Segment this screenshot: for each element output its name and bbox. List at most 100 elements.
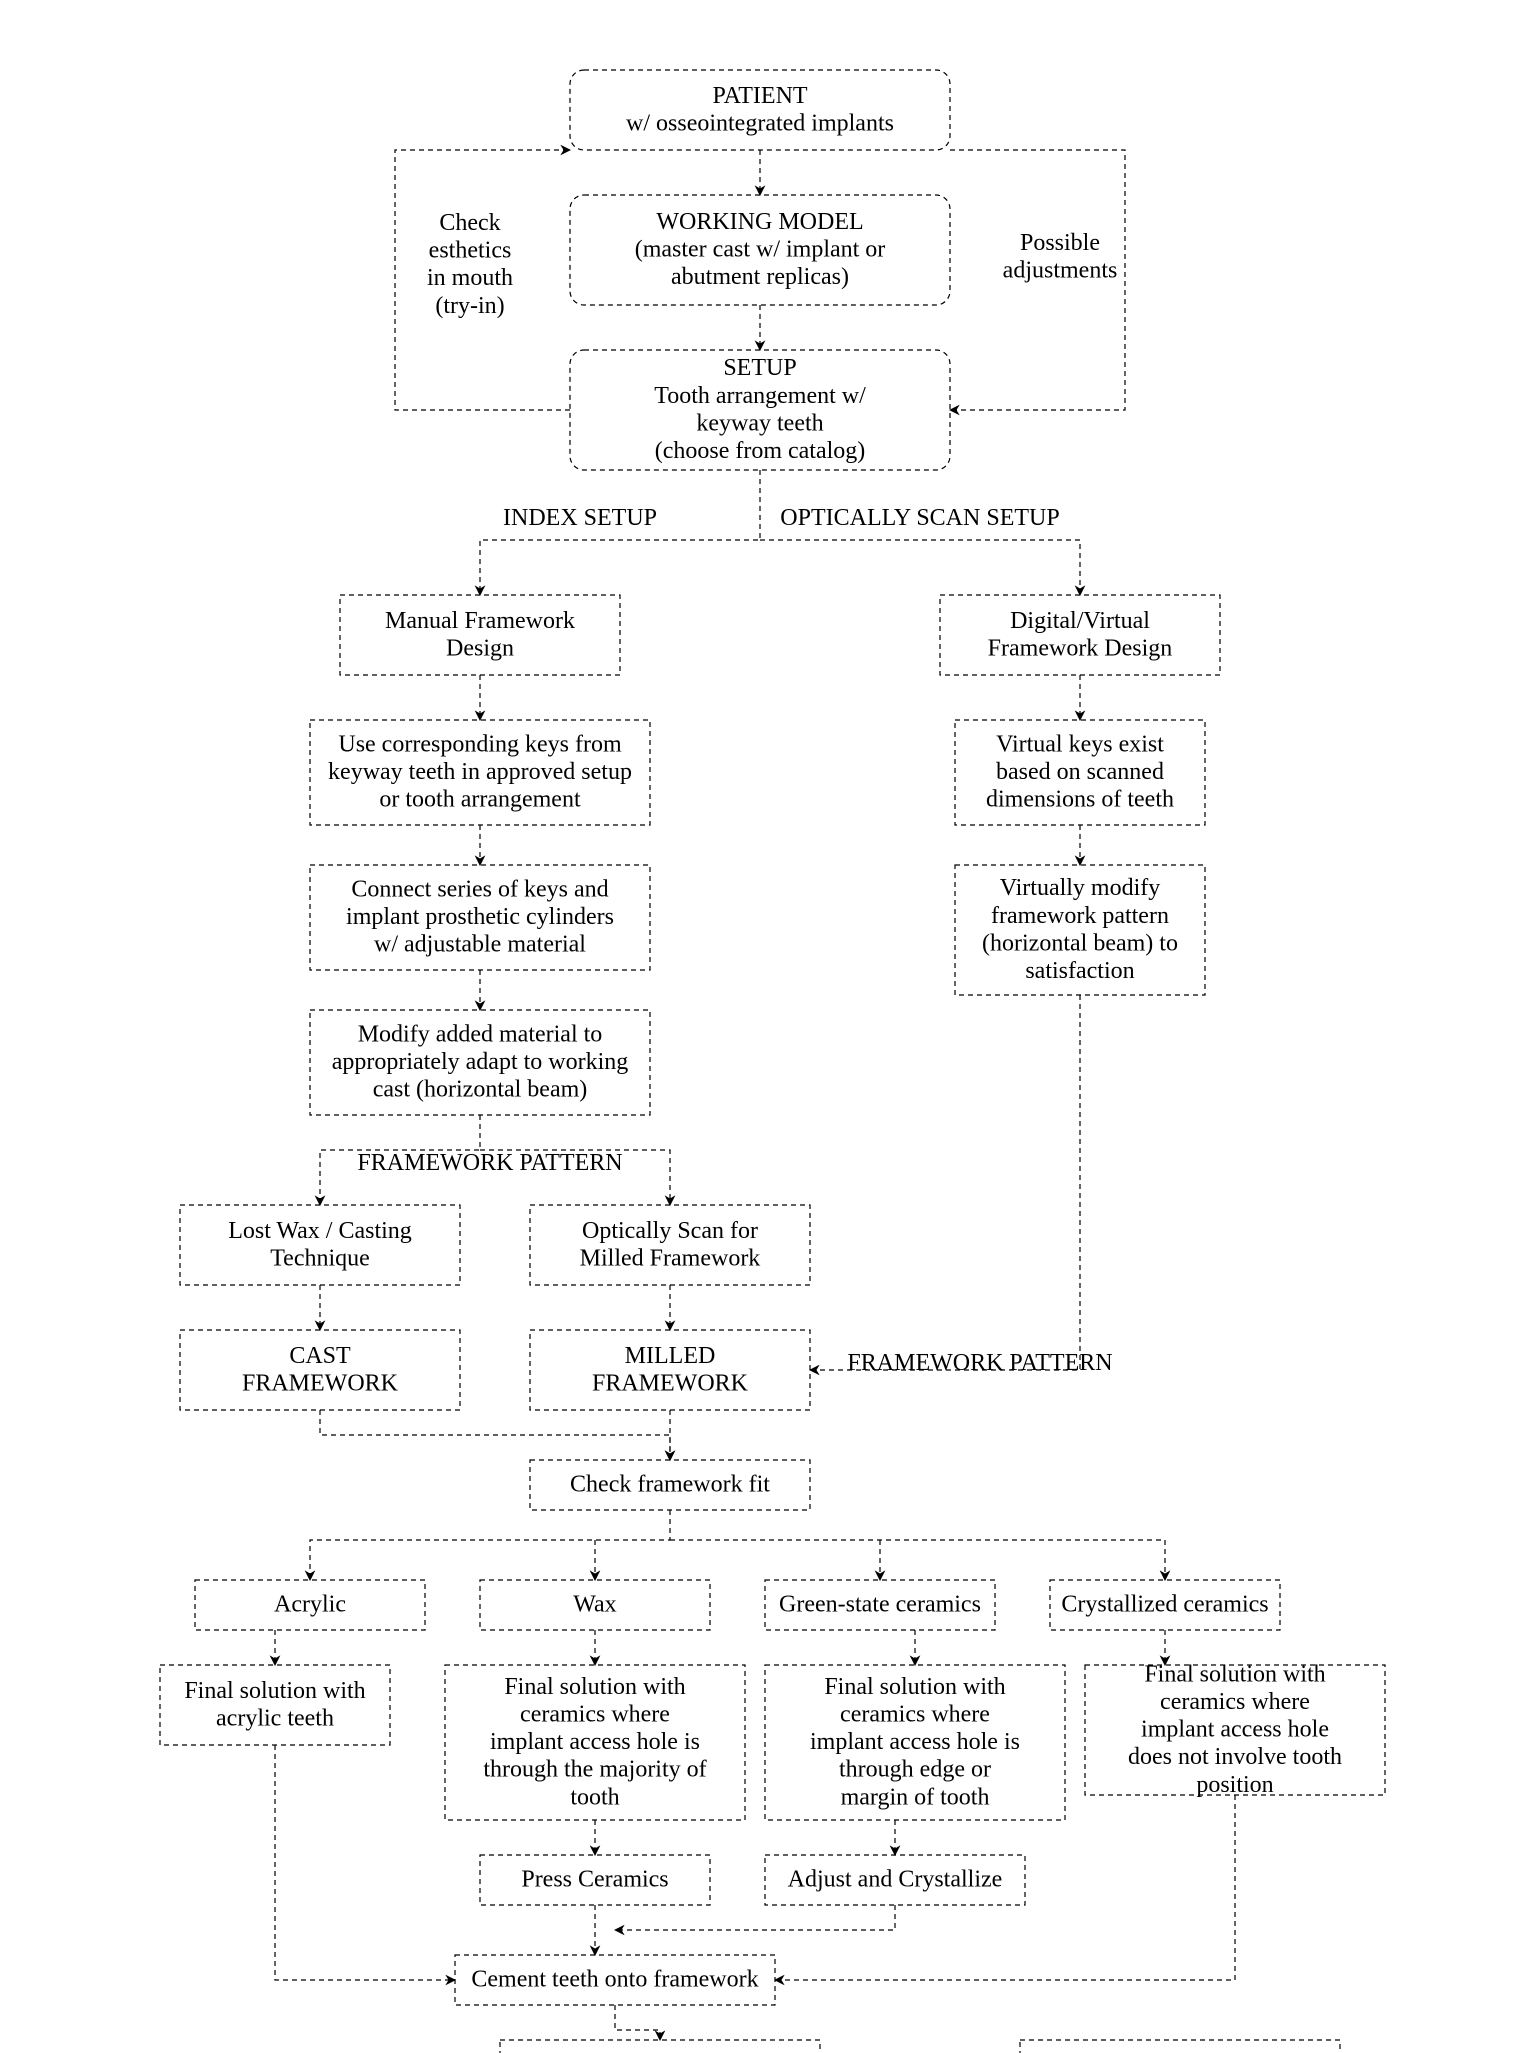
node-d2-line0: Virtually modify — [1000, 875, 1161, 901]
flow-edge — [760, 540, 1080, 595]
node-patient-line0: PATIENT — [712, 83, 807, 109]
node-sG-line1: ceramics where — [840, 1702, 990, 1728]
node-deliver: Deliver finished implant-supported prost… — [1020, 2040, 1340, 2053]
node-check: Check framework fit — [530, 1460, 810, 1510]
node-setup-line3: (choose from catalog) — [655, 438, 866, 464]
label-L2-line1: adjustments — [1003, 258, 1118, 284]
flow-edge — [810, 995, 1080, 1370]
node-milled-line0: MILLED — [625, 1343, 716, 1369]
label-L1-line2: in mouth — [427, 265, 513, 291]
node-sG-line2: implant access hole is — [810, 1729, 1020, 1755]
node-os-line1: Milled Framework — [580, 1245, 761, 1271]
flow-edge — [615, 1905, 895, 1930]
node-m3: Modify added material toappropriately ad… — [310, 1010, 650, 1115]
node-milled: MILLEDFRAMEWORK — [530, 1330, 810, 1410]
flow-edge — [615, 2005, 660, 2040]
node-hA-line0: Acrylic — [274, 1592, 346, 1618]
node-d2-line1: framework pattern — [991, 903, 1169, 929]
label-L1-line0: Check — [439, 210, 500, 236]
node-manual-line1: Design — [446, 635, 514, 661]
node-hC: Crystallized ceramics — [1050, 1580, 1280, 1630]
node-m2: Connect series of keys andimplant prosth… — [310, 865, 650, 970]
node-lw-line0: Lost Wax / Casting — [228, 1218, 412, 1244]
node-sA: Final solution withacrylic teeth — [160, 1665, 390, 1745]
node-sG: Final solution withceramics whereimplant… — [765, 1665, 1065, 1820]
node-manual: Manual FrameworkDesign — [340, 595, 620, 675]
node-sW-line1: ceramics where — [520, 1702, 670, 1728]
node-m3-line2: cast (horizontal beam) — [373, 1077, 588, 1103]
node-os: Optically Scan forMilled Framework — [530, 1205, 810, 1285]
node-sW-line3: through the majority of — [483, 1757, 706, 1783]
node-sC: Final solution withceramics whereimplant… — [1085, 1661, 1385, 1797]
node-sG-line3: through edge or — [839, 1757, 991, 1783]
label-L4-line0: OPTICALLY SCAN SETUP — [780, 505, 1059, 531]
flow-edge — [480, 470, 760, 595]
node-working-line2: abutment replicas) — [671, 264, 849, 290]
node-sW: Final solution withceramics whereimplant… — [445, 1665, 745, 1820]
node-d2: Virtually modifyframework pattern(horizo… — [955, 865, 1205, 995]
node-sW-line0: Final solution with — [504, 1674, 685, 1700]
node-sC-line3: does not involve tooth — [1128, 1744, 1342, 1770]
node-manual-line0: Manual Framework — [385, 608, 575, 634]
flow-edge — [275, 1745, 455, 1980]
node-hG: Green-state ceramics — [765, 1580, 995, 1630]
node-setup: SETUPTooth arrangement w/keyway teeth(ch… — [570, 350, 950, 470]
flow-edge — [310, 1510, 670, 1580]
node-sC-line0: Final solution with — [1144, 1661, 1325, 1687]
label-L2-line0: Possible — [1020, 230, 1100, 256]
node-working-line1: (master cast w/ implant or — [635, 237, 886, 263]
node-press: Press Ceramics — [480, 1855, 710, 1905]
node-digital-line1: Framework Design — [988, 635, 1173, 661]
node-setup-line2: keyway teeth — [696, 410, 823, 436]
node-cast-line1: FRAMEWORK — [242, 1370, 399, 1396]
node-cast-line0: CAST — [289, 1343, 351, 1369]
node-sA-line1: acrylic teeth — [216, 1705, 334, 1731]
label-L3-line0: INDEX SETUP — [503, 505, 657, 531]
node-m1-line1: keyway teeth in approved setup — [328, 759, 632, 785]
node-m2-line0: Connect series of keys and — [351, 877, 608, 903]
label-L5-line0: FRAMEWORK PATTERN — [357, 1150, 622, 1176]
flow-edge — [670, 1540, 1165, 1580]
node-m1: Use corresponding keys fromkeyway teeth … — [310, 720, 650, 825]
node-cement: Cement teeth onto framework — [455, 1955, 775, 2005]
node-cast: CASTFRAMEWORK — [180, 1330, 460, 1410]
node-sC-line1: ceramics where — [1160, 1689, 1310, 1715]
node-adj: Adjust and Crystallize — [765, 1855, 1025, 1905]
node-hA: Acrylic — [195, 1580, 425, 1630]
node-hW-line0: Wax — [573, 1592, 616, 1618]
node-d1: Virtual keys existbased on scanneddimens… — [955, 720, 1205, 825]
node-m2-line2: w/ adjustable material — [374, 932, 586, 958]
node-cement-line0: Cement teeth onto framework — [471, 1967, 758, 1993]
node-d2-line3: satisfaction — [1025, 958, 1134, 984]
node-setup-line0: SETUP — [723, 355, 796, 381]
node-sW-line2: implant access hole is — [490, 1729, 700, 1755]
label-L1-line1: esthetics — [429, 238, 512, 264]
node-m1-line2: or tooth arrangement — [379, 787, 581, 813]
flow-edge — [320, 1410, 670, 1460]
node-digital: Digital/VirtualFramework Design — [940, 595, 1220, 675]
node-m3-line1: appropriately adapt to working — [332, 1049, 629, 1075]
label-L1-line3: (try-in) — [435, 293, 504, 319]
node-sG-line0: Final solution with — [824, 1674, 1005, 1700]
node-sG-line4: margin of tooth — [841, 1784, 990, 1810]
node-press-line0: Press Ceramics — [521, 1867, 668, 1893]
node-hW: Wax — [480, 1580, 710, 1630]
node-lw: Lost Wax / CastingTechnique — [180, 1205, 460, 1285]
node-sC-line4: position — [1196, 1772, 1273, 1798]
node-milled-line1: FRAMEWORK — [592, 1370, 749, 1396]
node-d1-line2: dimensions of teeth — [986, 787, 1174, 813]
node-m1-line0: Use corresponding keys from — [338, 732, 622, 758]
node-m2-line1: implant prosthetic cylinders — [346, 904, 614, 930]
node-sA-line0: Final solution with — [184, 1678, 365, 1704]
node-check-line0: Check framework fit — [570, 1472, 770, 1498]
node-hC-line0: Crystallized ceramics — [1061, 1592, 1268, 1618]
node-m3-line0: Modify added material to — [358, 1022, 603, 1048]
node-d1-line1: based on scanned — [996, 759, 1164, 785]
node-adj-line0: Adjust and Crystallize — [788, 1867, 1003, 1893]
node-patient: PATIENTw/ osseointegrated implants — [570, 70, 950, 150]
node-apply: Apply necessary gingivalveneering materi… — [500, 2040, 820, 2053]
node-patient-line1: w/ osseointegrated implants — [626, 110, 894, 136]
node-setup-line1: Tooth arrangement w/ — [654, 383, 866, 409]
node-os-line0: Optically Scan for — [582, 1218, 758, 1244]
node-digital-line0: Digital/Virtual — [1010, 608, 1150, 634]
